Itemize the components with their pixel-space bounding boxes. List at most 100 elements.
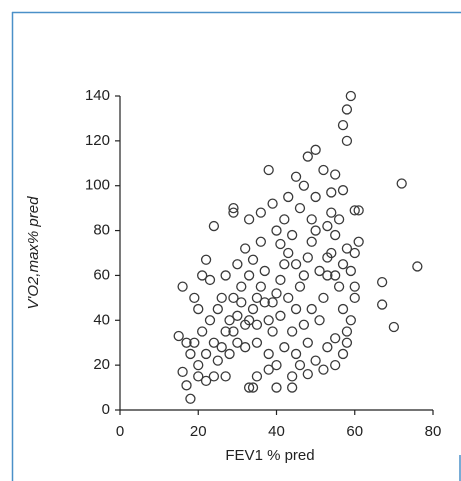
point <box>337 185 349 196</box>
point <box>247 303 259 315</box>
point <box>189 337 200 348</box>
point <box>228 292 239 304</box>
point <box>200 348 212 360</box>
point <box>271 288 282 299</box>
point <box>200 375 212 386</box>
point <box>286 371 298 382</box>
point <box>224 348 235 360</box>
point <box>267 198 278 209</box>
point <box>193 359 204 371</box>
point <box>337 259 349 270</box>
point <box>251 292 263 304</box>
point <box>232 310 243 321</box>
point <box>220 371 231 382</box>
point <box>330 229 341 241</box>
point <box>173 330 184 342</box>
point <box>271 359 282 371</box>
point <box>271 382 282 393</box>
point <box>197 326 208 337</box>
x-axis-label: FEV1 % pred <box>225 447 314 464</box>
point <box>302 368 313 380</box>
point <box>212 355 223 366</box>
point <box>337 120 349 131</box>
point <box>318 364 329 375</box>
point <box>247 382 259 393</box>
point <box>330 333 341 344</box>
point <box>204 315 216 326</box>
point <box>228 326 239 337</box>
point <box>228 202 239 214</box>
point <box>185 393 196 404</box>
point <box>267 326 278 337</box>
point <box>251 337 263 348</box>
point <box>294 202 306 214</box>
y-tick-label: 120 <box>85 132 110 149</box>
y-axis-label: V'O2,max% pred <box>25 196 42 310</box>
point <box>294 359 306 371</box>
point <box>314 265 325 277</box>
point <box>290 259 302 270</box>
point <box>333 281 345 292</box>
x-tick-label: 60 <box>346 423 363 440</box>
point <box>271 225 282 236</box>
point <box>200 254 212 265</box>
point <box>310 144 321 155</box>
point <box>275 238 286 250</box>
point <box>306 303 317 315</box>
point <box>208 337 220 348</box>
y-tick-label: 60 <box>93 266 110 283</box>
point <box>216 292 227 304</box>
y-tick-label: 0 <box>102 401 110 418</box>
point <box>310 225 321 236</box>
point <box>263 364 274 375</box>
y-tick-label: 40 <box>93 311 110 328</box>
point <box>322 342 333 353</box>
point <box>243 382 255 393</box>
point <box>208 220 220 232</box>
point <box>341 104 353 115</box>
point <box>255 281 267 292</box>
point <box>197 270 208 281</box>
point <box>185 348 196 360</box>
y-tick-label: 80 <box>93 222 110 239</box>
point <box>326 187 337 198</box>
y-tick-label: 140 <box>85 87 110 104</box>
point <box>322 252 333 263</box>
point <box>279 214 290 225</box>
point <box>322 220 333 232</box>
point <box>236 297 247 308</box>
point <box>341 135 353 147</box>
point <box>330 359 341 371</box>
point <box>302 337 313 348</box>
point <box>283 292 294 304</box>
point <box>376 299 388 310</box>
point <box>255 207 267 218</box>
point <box>302 252 313 263</box>
point <box>310 355 321 366</box>
point <box>189 292 200 304</box>
point <box>224 315 235 326</box>
point <box>349 292 360 304</box>
point <box>330 270 341 281</box>
point <box>259 297 270 308</box>
point <box>349 281 360 292</box>
point <box>290 303 302 315</box>
point <box>298 180 310 191</box>
point <box>322 270 333 281</box>
point <box>412 261 423 272</box>
point <box>337 303 349 315</box>
point <box>275 310 286 321</box>
point <box>243 214 255 225</box>
point <box>318 292 329 304</box>
x-tick-label: 0 <box>116 423 124 440</box>
point <box>216 342 227 353</box>
point <box>341 326 353 337</box>
point <box>306 236 317 247</box>
point <box>243 315 255 326</box>
point <box>298 270 310 281</box>
point <box>204 274 216 286</box>
x-tick-label: 20 <box>190 423 207 440</box>
y-tick-label: 20 <box>93 356 110 373</box>
point <box>212 303 223 315</box>
